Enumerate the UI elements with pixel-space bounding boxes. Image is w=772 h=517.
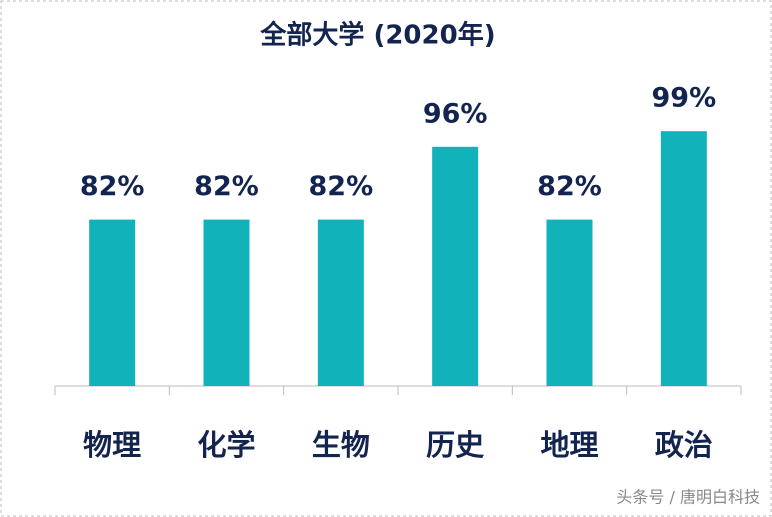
bar <box>89 219 136 386</box>
x-tick-label: 历史 <box>426 428 484 462</box>
x-tick-label: 政治 <box>655 428 713 462</box>
x-tick-label: 化学 <box>197 428 255 462</box>
x-tick-label: 地理 <box>540 428 598 462</box>
chart-title: 全部大学 (2020年) <box>259 20 495 51</box>
bar <box>203 219 250 386</box>
data-label: 82% <box>80 171 145 202</box>
bar <box>546 219 593 386</box>
bar <box>317 219 364 386</box>
data-label: 96% <box>423 98 488 129</box>
bar <box>432 146 479 386</box>
bar <box>660 131 707 386</box>
data-label: 82% <box>194 171 259 202</box>
data-label: 82% <box>309 171 374 202</box>
data-label: 99% <box>652 83 717 114</box>
x-tick-label: 生物 <box>312 428 370 462</box>
x-tick-label: 物理 <box>83 428 141 462</box>
watermark: 头条号 / 唐明白科技 <box>616 488 760 507</box>
data-label: 82% <box>537 171 602 202</box>
